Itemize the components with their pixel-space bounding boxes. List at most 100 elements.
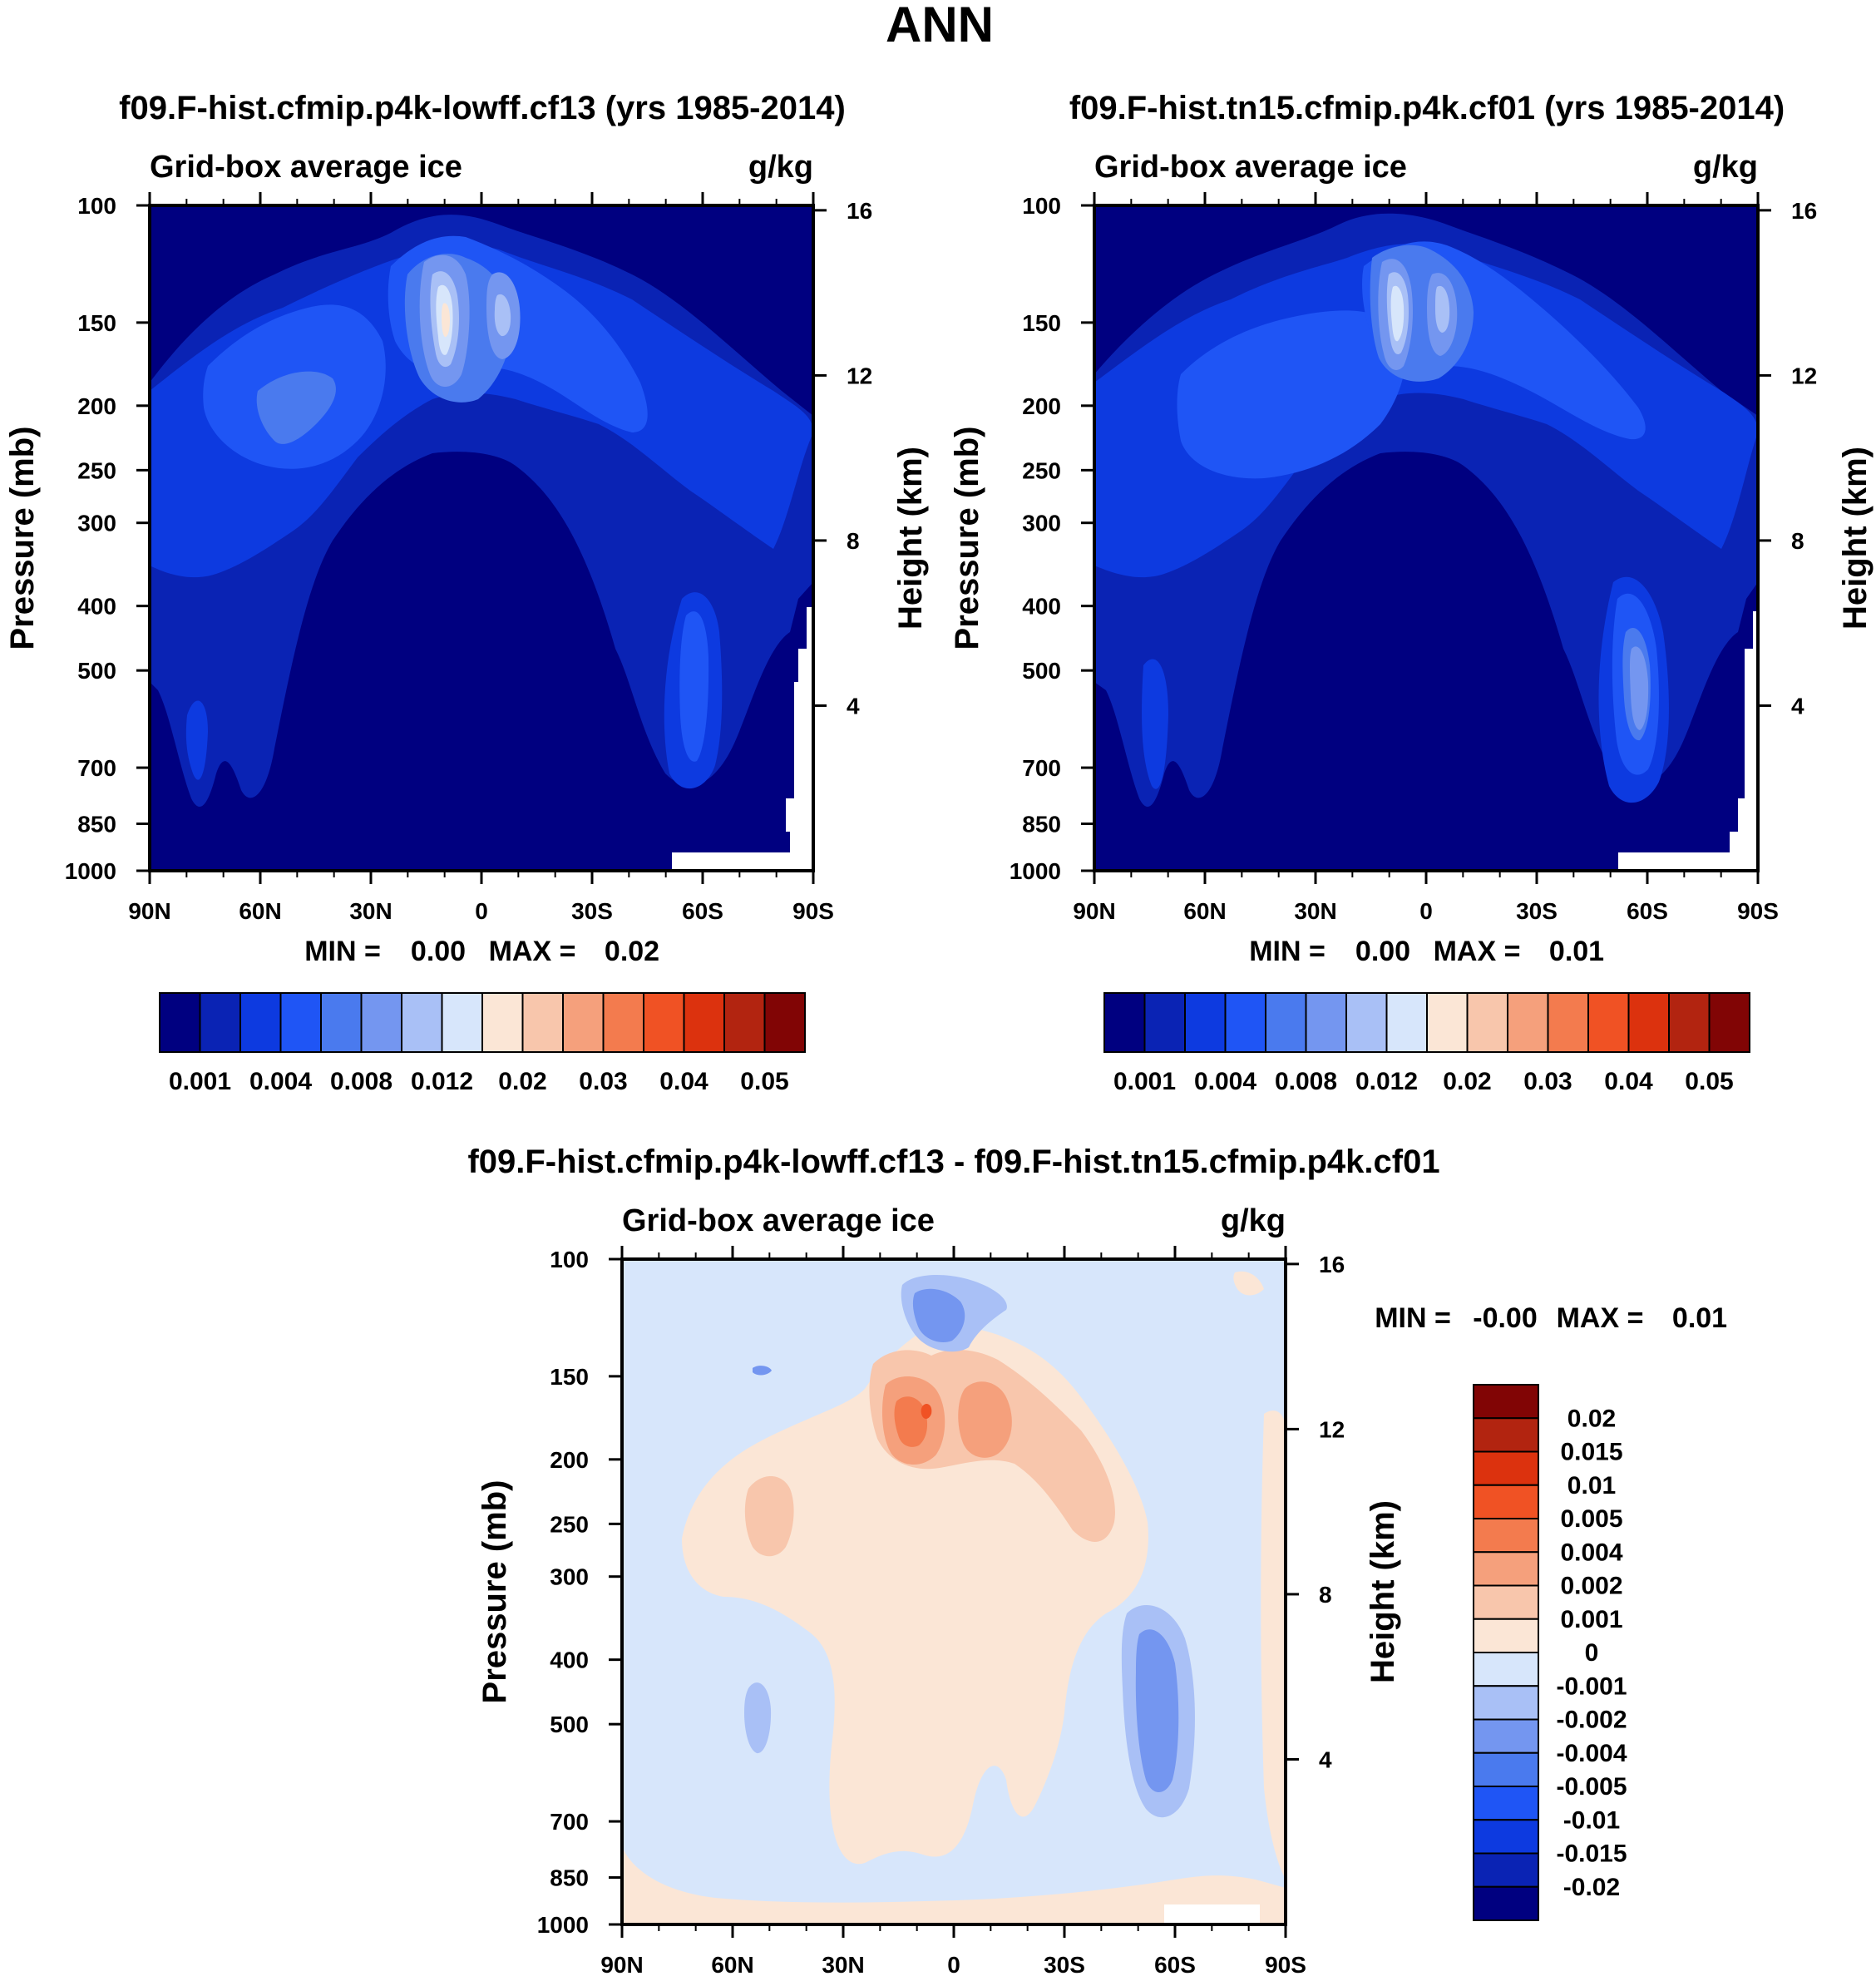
colorbar-swatch [562,992,605,1053]
contour-level-7 [1390,285,1405,342]
panel-ref: f09.F-hist.tn15.cfmip.p4k.cf01 (yrs 1985… [949,90,1874,1095]
colorbar-swatch [1224,992,1266,1053]
colorbar-swatch [1385,992,1428,1053]
contour-level-6b [494,294,511,337]
panel-ref-colorbar: 0.001 0.004 0.008 0.012 0.02 0.03 0.04 0.05 [1103,992,1750,1095]
colorbar-swatch [1547,992,1589,1053]
panel-diff: f09.F-hist.cfmip.p4k-lowff.cf13 - f09.F-… [467,1144,1727,1978]
colorbar-swatch [1473,1584,1539,1620]
height-tick-label: 16 [1791,198,1817,224]
panel-ref-title: f09.F-hist.tn15.cfmip.p4k.cf01 (yrs 1985… [1069,90,1785,126]
colorbar-swatch [1265,992,1307,1053]
contour-negative-5 [744,1682,772,1754]
colorbar-label: 0.01 [1567,1472,1616,1499]
colorbar-swatch [401,992,443,1053]
colorbar-swatch [1103,992,1146,1053]
height-tick-label: 12 [1791,363,1817,388]
x-tick-label: 90N [600,1952,643,1978]
colorbar-swatch [1426,992,1469,1053]
colorbar-label: 0.004 [249,1068,312,1095]
figure-title: ANN [886,0,994,52]
panel-diff-stats: MIN = -0.00 MAX = 0.01 [1375,1302,1727,1334]
colorbar-swatch [602,992,644,1053]
colorbar-swatch [239,992,282,1053]
y-tick-label: 1000 [1010,858,1061,884]
colorbar-label: 0.004 [1194,1068,1256,1095]
colorbar-swatch [1473,1450,1539,1486]
colorbar-label: 0.03 [579,1068,627,1095]
x-tick-label: 30S [571,898,613,924]
contour-level-3c [679,611,709,762]
x-tick-label: 30N [1294,898,1336,924]
colorbar-swatch [521,992,564,1053]
colorbar-swatch [1473,1484,1539,1519]
colorbar-swatch [1305,992,1347,1053]
x-tick-label: 90N [128,898,170,924]
stat-min-value: 0.00 [411,936,466,967]
height-tick-label: 16 [847,198,872,224]
y-tick-label: 300 [1022,511,1061,536]
colorbar-swatch [1473,1885,1539,1921]
colorbar-label: 0.008 [330,1068,392,1095]
colorbar-swatch [1473,1718,1539,1754]
colorbar-label: -0.001 [1556,1672,1627,1700]
height-tick-label: 16 [1319,1252,1345,1277]
colorbar-swatch [199,992,241,1053]
colorbar-label: -0.005 [1556,1773,1627,1801]
y-tick-label: 150 [550,1364,589,1390]
missing-data-region [1164,1904,1260,1924]
stat-max-value: 0.01 [1549,936,1604,967]
contour-level-8 [442,303,450,338]
panel-ref-contours [1094,205,1758,871]
panel-test-contours [150,205,813,871]
panel-diff-axes: 90N 60N 30N 0 30S 60S 90S 100 150 200 250 300 400 500… [537,1246,1345,1978]
colorbar-label: 0.03 [1523,1068,1572,1095]
y-tick-label: 100 [550,1247,589,1272]
colorbar-label: 0.012 [1355,1068,1418,1095]
colorbar-swatch [1473,1751,1539,1787]
colorbar-label: 0.015 [1560,1439,1622,1466]
contour-negative-4 [1135,1629,1179,1792]
x-tick-label: 90S [1265,1952,1306,1978]
y-tick-label: 1000 [537,1912,589,1938]
y-tick-label: 700 [77,755,116,781]
colorbar-swatch [1473,1652,1539,1687]
colorbar-swatch [1143,992,1186,1053]
colorbar-swatch [643,992,685,1053]
height-tick-label: 12 [847,363,872,388]
stat-max-value: 0.02 [605,936,659,967]
y-tick-label: 100 [77,193,116,219]
colorbar-swatch [320,992,363,1053]
x-tick-label: 60S [682,898,723,924]
colorbar-swatch [1473,1852,1539,1888]
height-tick-label: 8 [1791,528,1804,554]
colorbar-label: 0.001 [1560,1606,1622,1633]
panel-test-variable: Grid-box average ice [150,150,462,185]
colorbar-swatch [1587,992,1630,1053]
colorbar-label: -0.015 [1556,1840,1627,1868]
colorbar-label: -0.004 [1556,1740,1627,1767]
y-tick-label: 400 [77,594,116,620]
y-tick-label: 250 [1022,457,1061,483]
colorbar-label: 0.004 [1560,1539,1622,1566]
panel-test-units: g/kg [748,150,813,185]
colorbar-label: 0.005 [1560,1505,1622,1533]
x-tick-label: 90N [1073,898,1115,924]
x-tick-label: 60S [1154,1952,1196,1978]
colorbar-swatch [1668,992,1711,1053]
contour-negative-2 [912,1288,965,1343]
colorbar-label: -0.002 [1556,1707,1627,1734]
colorbar-swatch [1466,992,1508,1053]
stat-max-label: MAX = [1434,936,1521,967]
y-tick-label: 500 [77,658,116,684]
y-tick-label: 200 [550,1447,589,1473]
stat-max-value: 0.01 [1672,1302,1727,1334]
y-tick-label: 850 [1022,812,1061,837]
contour-level-5c [1630,646,1649,730]
stat-max-label: MAX = [489,936,576,967]
colorbar-swatch [763,992,806,1053]
contour-positive-8 [958,1381,1012,1458]
colorbar-swatch [1473,1384,1539,1420]
